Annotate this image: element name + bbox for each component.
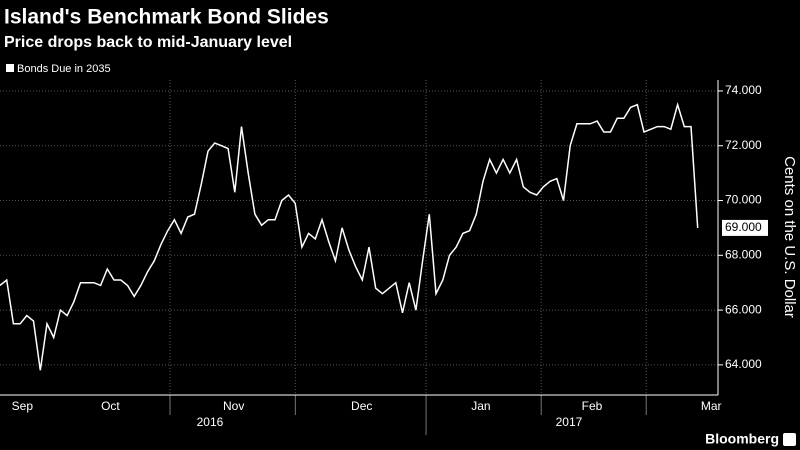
y-tick-label: 70.000 [725, 193, 762, 207]
chart-subtitle: Price drops back to mid-January level [4, 34, 292, 51]
chart-title: Island's Benchmark Bond Slides [4, 6, 329, 29]
x-tick-label: Jan [471, 399, 490, 413]
x-tick-label: Mar [701, 399, 722, 413]
logo-icon [783, 433, 796, 446]
series-line [0, 102, 699, 371]
year-label: 2017 [556, 415, 583, 429]
y-tick-label: 66.000 [725, 302, 762, 316]
legend-swatch [6, 64, 14, 72]
source: Bloomberg [705, 431, 779, 447]
x-tick-label: Nov [223, 399, 244, 413]
y-tick-label: 72.000 [725, 138, 762, 152]
value-label: 69.000 [725, 220, 762, 234]
legend-label: Bonds Due in 2035 [17, 63, 111, 75]
year-label: 2016 [197, 415, 224, 429]
y-tick-label: 64.000 [725, 357, 762, 371]
x-tick-label: Dec [351, 399, 372, 413]
x-tick-label: Sep [12, 399, 34, 413]
y-axis-label: Cents on the U.S. Dollar [781, 156, 798, 318]
y-tick-label: 68.000 [725, 247, 762, 261]
x-tick-label: Oct [101, 399, 120, 413]
y-tick-label: 74.000 [725, 83, 762, 97]
value-label-box [722, 219, 768, 236]
x-tick-label: Feb [582, 399, 603, 413]
